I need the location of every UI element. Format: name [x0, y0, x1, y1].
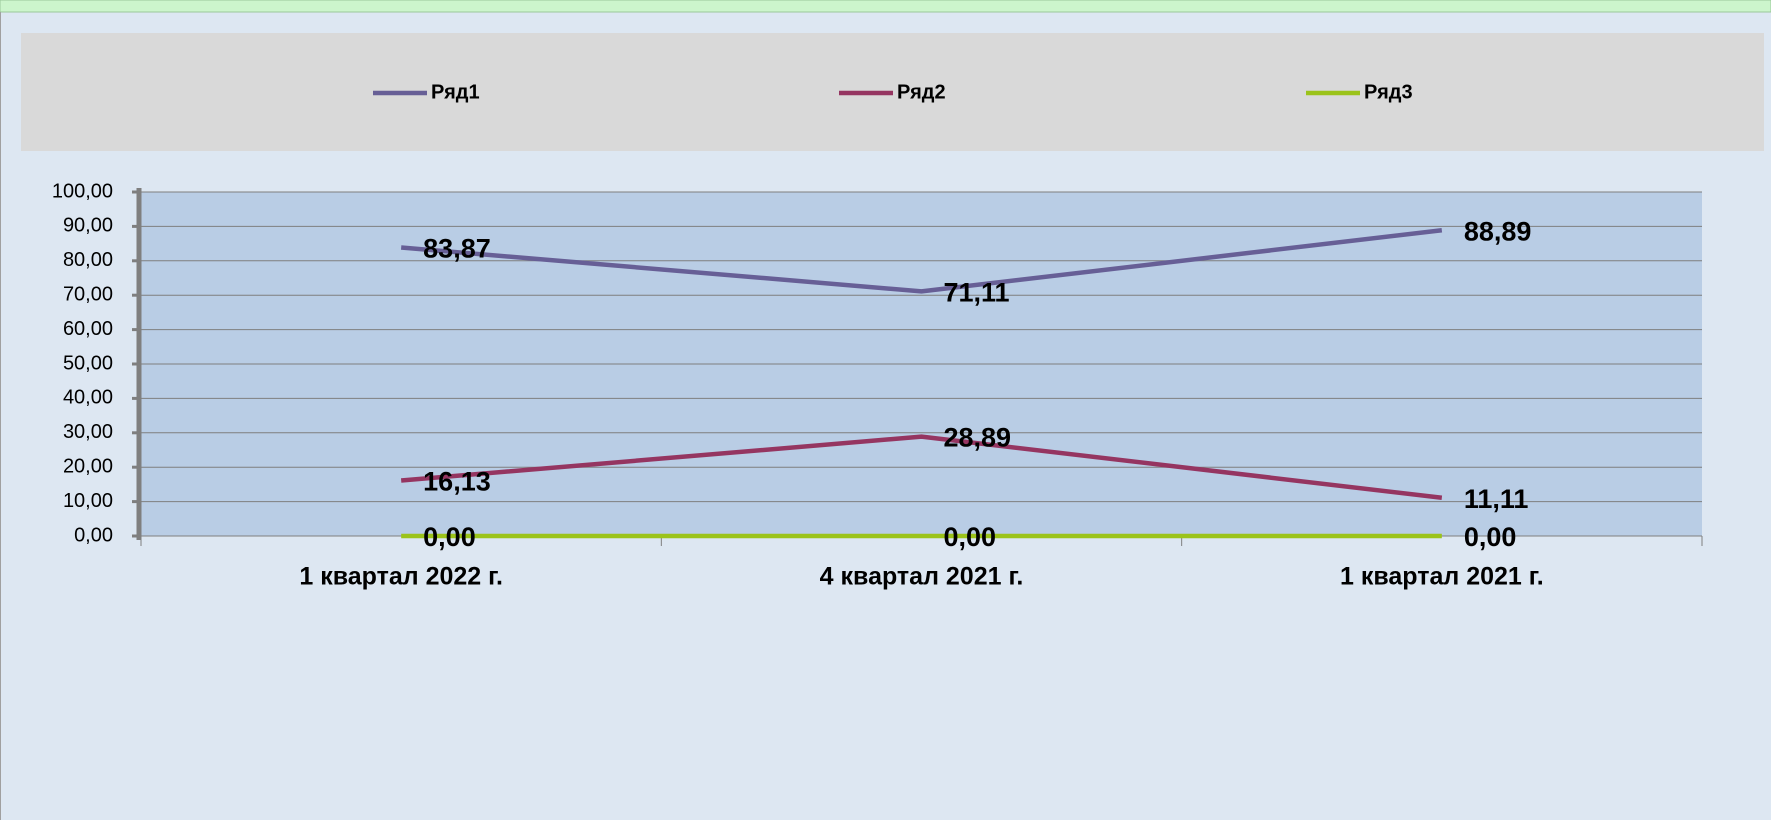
y-tick-label: 70,00 — [63, 283, 113, 305]
y-tick-label: 90,00 — [63, 215, 113, 237]
y-tick-label: 10,00 — [63, 490, 113, 512]
y-tick-label: 30,00 — [63, 421, 113, 443]
legend-label: Ряд1 — [431, 81, 480, 103]
y-tick-label: 0,00 — [74, 524, 113, 546]
y-tick-label: 40,00 — [63, 387, 113, 409]
y-tick-label: 100,00 — [52, 180, 113, 202]
y-tick-label: 60,00 — [63, 318, 113, 340]
data-label: 0,00 — [1464, 522, 1517, 552]
x-tick-label: 1 квартал 2022 г. — [299, 563, 503, 591]
data-label: 0,00 — [944, 522, 997, 552]
data-label: 71,11 — [944, 278, 1010, 308]
top-bar — [0, 0, 1771, 13]
legend-label: Ряд2 — [897, 81, 946, 103]
x-tick-label: 1 квартал 2021 г. — [1340, 563, 1544, 591]
data-label: 88,89 — [1464, 216, 1532, 246]
data-label: 0,00 — [423, 522, 476, 552]
legend-label: Ряд3 — [1364, 81, 1413, 103]
data-label: 28,89 — [944, 423, 1012, 453]
series-line — [400, 434, 1443, 501]
y-tick-label: 80,00 — [63, 249, 113, 271]
data-label: 11,11 — [1464, 484, 1529, 514]
y-tick-label: 20,00 — [63, 455, 113, 477]
y-tick-label: 50,00 — [63, 352, 113, 374]
series-line — [400, 227, 1443, 294]
x-tick-label: 4 квартал 2021 г. — [820, 563, 1024, 591]
data-label: 83,87 — [423, 234, 491, 264]
data-label: 16,13 — [423, 467, 491, 497]
